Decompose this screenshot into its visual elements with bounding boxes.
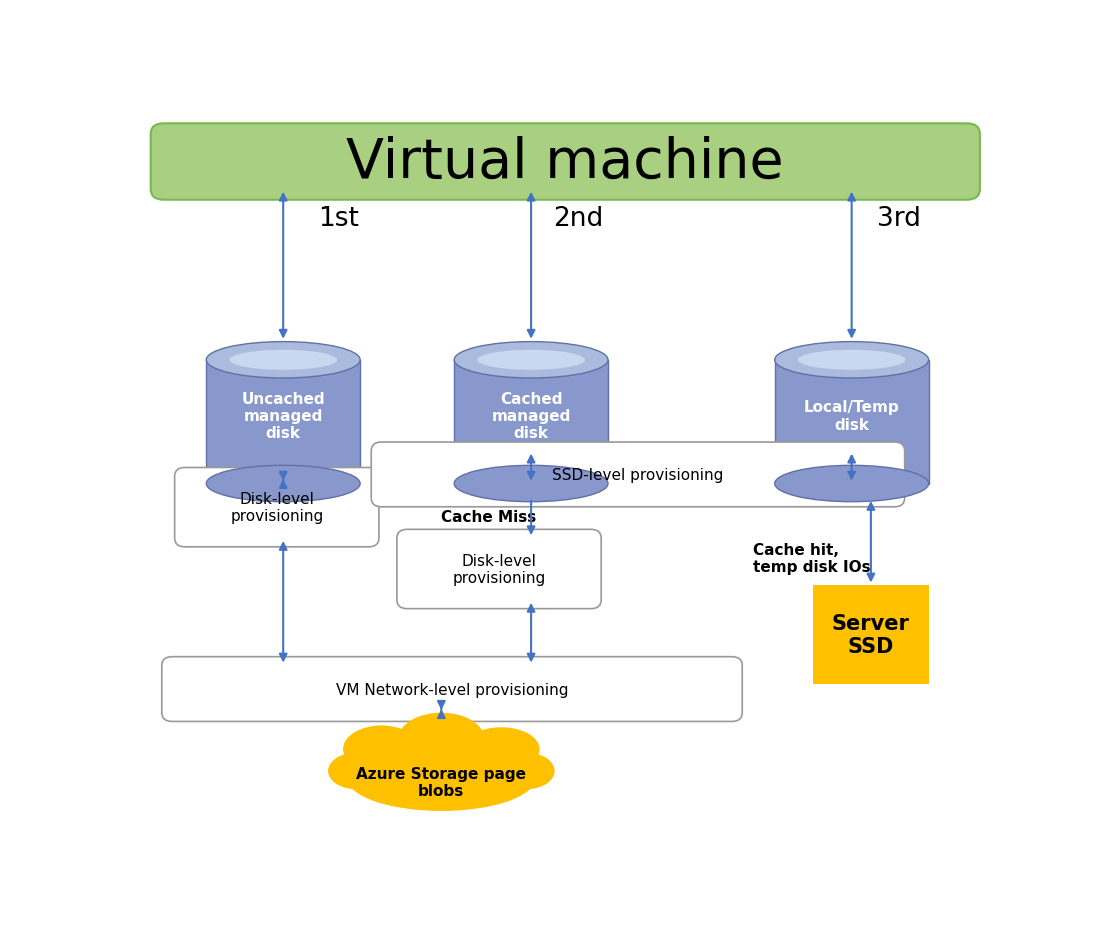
Ellipse shape (478, 350, 585, 370)
Ellipse shape (463, 728, 539, 771)
Ellipse shape (499, 753, 555, 789)
Ellipse shape (454, 465, 608, 502)
FancyBboxPatch shape (813, 585, 929, 683)
Text: Azure Storage page
blobs: Azure Storage page blobs (356, 766, 526, 799)
FancyBboxPatch shape (174, 468, 379, 548)
Ellipse shape (206, 465, 360, 502)
FancyBboxPatch shape (162, 657, 742, 721)
Ellipse shape (774, 465, 929, 502)
Text: VM Network-level provisioning: VM Network-level provisioning (335, 682, 568, 697)
Text: Disk-level
provisioning: Disk-level provisioning (452, 553, 546, 585)
Text: 2nd: 2nd (553, 206, 603, 231)
Text: Uncached
managed
disk: Uncached managed disk (242, 391, 325, 441)
Text: Virtual machine: Virtual machine (346, 135, 784, 190)
Ellipse shape (229, 350, 338, 370)
Text: Cache hit,
temp disk IOs: Cache hit, temp disk IOs (753, 542, 871, 574)
Text: Cache Miss: Cache Miss (441, 509, 536, 524)
Ellipse shape (364, 766, 450, 805)
Ellipse shape (343, 726, 420, 773)
Ellipse shape (347, 746, 535, 811)
Ellipse shape (454, 343, 608, 379)
Bar (454, 361, 608, 484)
Text: SSD-level provisioning: SSD-level provisioning (553, 467, 724, 482)
Bar (774, 361, 929, 484)
Ellipse shape (398, 713, 484, 764)
Ellipse shape (432, 766, 518, 805)
FancyBboxPatch shape (397, 530, 601, 609)
Text: Server
SSD: Server SSD (832, 614, 910, 656)
Bar (206, 361, 360, 484)
Ellipse shape (774, 343, 929, 379)
Text: 3rd: 3rd (877, 206, 921, 231)
FancyBboxPatch shape (372, 443, 904, 507)
Ellipse shape (797, 350, 906, 370)
Ellipse shape (206, 343, 360, 379)
Text: 1st: 1st (319, 206, 360, 231)
Text: Local/Temp
disk: Local/Temp disk (804, 400, 900, 432)
FancyBboxPatch shape (151, 125, 979, 200)
Text: Cached
managed
disk: Cached managed disk (492, 391, 570, 441)
Text: Disk-level
provisioning: Disk-level provisioning (231, 492, 323, 524)
Ellipse shape (328, 753, 384, 789)
